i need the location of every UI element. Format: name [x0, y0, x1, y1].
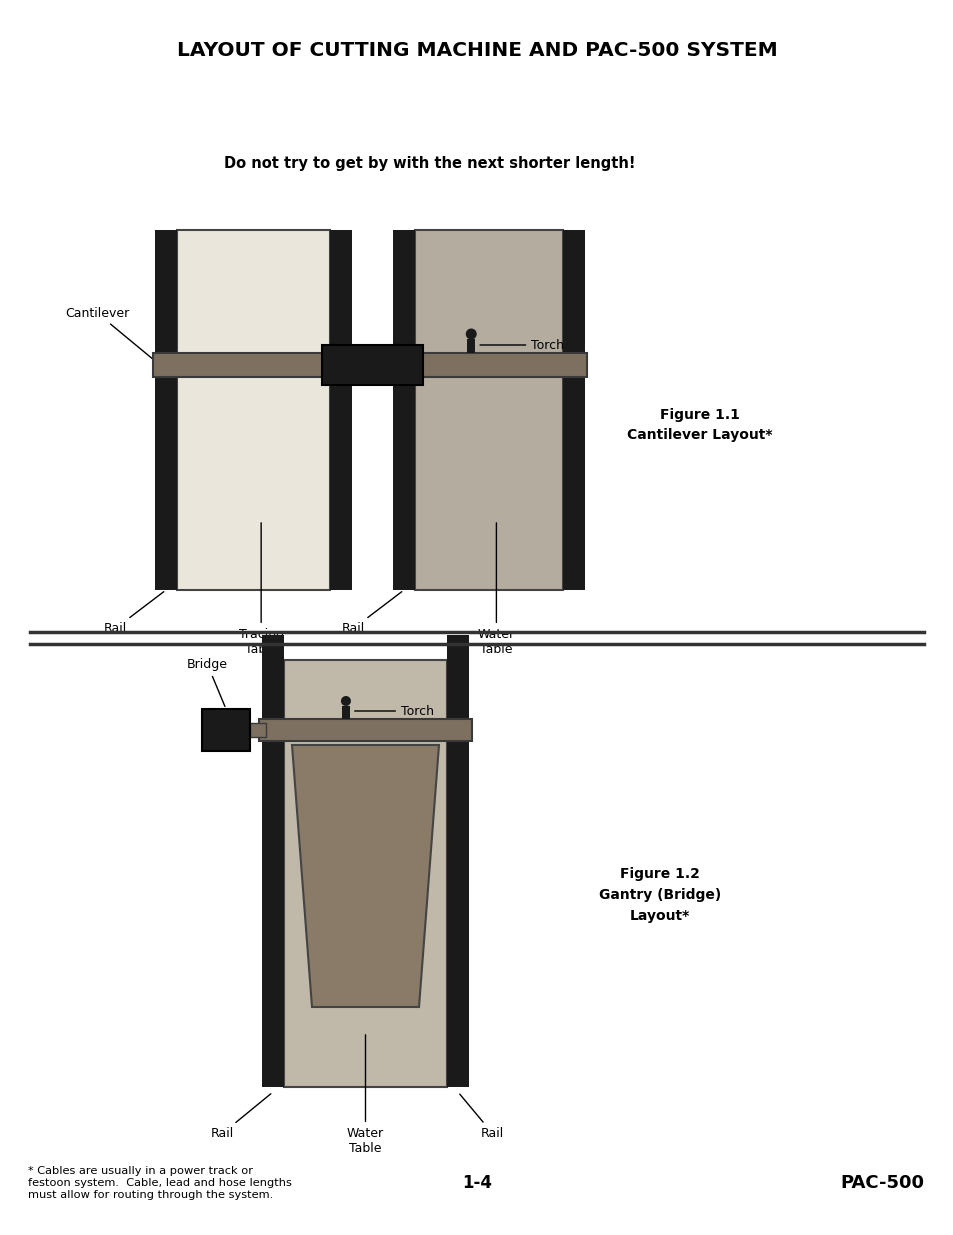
Text: Figure 1.1
Cantilever Layout*: Figure 1.1 Cantilever Layout* [626, 408, 772, 442]
Text: 1-4: 1-4 [461, 1174, 492, 1192]
Bar [415, 230, 562, 590]
Text: Figure 1.2
Gantry (Bridge)
Layout*: Figure 1.2 Gantry (Bridge) Layout* [598, 867, 720, 923]
Bar [284, 659, 447, 1087]
Bar [154, 230, 177, 590]
Text: Do not try to get by with the next shorter length!: Do not try to get by with the next short… [224, 156, 635, 170]
Text: Rail: Rail [459, 1094, 504, 1140]
Bar [322, 345, 422, 385]
Bar [202, 709, 250, 751]
Polygon shape [292, 745, 438, 1007]
Text: * Cables are usually in a power track or
festoon system.  Cable, lead and hose l: * Cables are usually in a power track or… [28, 1166, 292, 1199]
Text: Water
Table: Water Table [477, 522, 515, 656]
Bar [177, 230, 330, 590]
Bar [393, 230, 415, 590]
Circle shape [340, 697, 351, 706]
Bar [447, 635, 469, 1087]
Circle shape [465, 329, 476, 340]
Text: Rail: Rail [211, 1094, 271, 1140]
Text: Torch: Torch [479, 338, 563, 352]
Text: Torch: Torch [355, 704, 434, 718]
Text: LAYOUT OF CUTTING MACHINE AND PAC-500 SYSTEM: LAYOUT OF CUTTING MACHINE AND PAC-500 SY… [176, 41, 777, 59]
Bar [341, 706, 350, 719]
Text: Cantilever: Cantilever [65, 306, 157, 363]
Bar [562, 230, 584, 590]
Text: Bridge: Bridge [187, 658, 228, 706]
Text: Tracing
Table: Tracing Table [238, 522, 283, 656]
Bar [250, 722, 266, 737]
Bar [258, 719, 472, 741]
Bar [467, 338, 475, 353]
Text: Rail: Rail [104, 592, 164, 635]
Bar [152, 353, 586, 377]
Bar [262, 635, 284, 1087]
Text: PAC-500: PAC-500 [840, 1174, 923, 1192]
Text: Water
Table: Water Table [347, 1035, 384, 1155]
Bar [330, 230, 352, 590]
Text: Rail: Rail [341, 592, 401, 635]
